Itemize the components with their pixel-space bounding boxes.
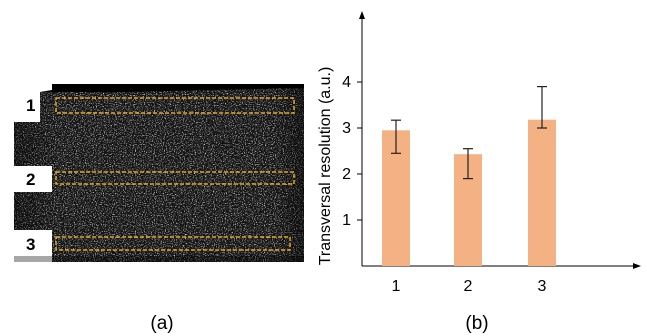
region-box-2 <box>55 171 295 185</box>
x-tick-label-1: 1 <box>392 278 401 295</box>
x-ticks: 1 2 3 <box>392 278 547 295</box>
y-tick-label-3: 3 <box>342 120 351 137</box>
region-box-3 <box>55 236 291 251</box>
oct-left-notch-4 <box>0 192 14 230</box>
oct-image-panel: 1 2 3 <box>0 84 304 262</box>
y-tick-label-4: 4 <box>342 74 351 91</box>
bars <box>382 119 556 266</box>
y-axis-label: Transversal resolution (a.u.) <box>317 67 334 266</box>
panel-a-label: (a) <box>150 313 173 334</box>
error-bars <box>391 85 547 180</box>
y-tick-label-1: 1 <box>342 212 351 229</box>
y-ticks: 1 2 3 4 <box>342 74 362 229</box>
x-axis-arrow <box>633 263 641 269</box>
oct-image-edge-shade <box>14 84 304 262</box>
y-axis-arrow <box>359 11 365 19</box>
x-tick-label-3: 3 <box>538 278 547 295</box>
region-label-1: 1 <box>26 96 35 115</box>
panel-b-label: (b) <box>465 313 488 334</box>
bar-3 <box>528 119 556 266</box>
oct-left-notch-2 <box>0 122 14 166</box>
bar-chart: Transversal resolution (a.u.) 1 2 3 4 1 2 3 <box>317 11 641 295</box>
region-label-2: 2 <box>26 170 35 189</box>
oct-left-notch-1 <box>0 84 52 122</box>
region-label-3: 3 <box>26 235 35 254</box>
oct-bottom-dark <box>14 256 304 262</box>
oct-top-band <box>40 84 304 92</box>
x-tick-label-2: 2 <box>464 278 473 295</box>
region-box-1 <box>55 97 295 114</box>
y-tick-label-2: 2 <box>342 166 351 183</box>
oct-left-notch-5 <box>0 230 52 262</box>
oct-left-notch-3 <box>0 166 52 192</box>
